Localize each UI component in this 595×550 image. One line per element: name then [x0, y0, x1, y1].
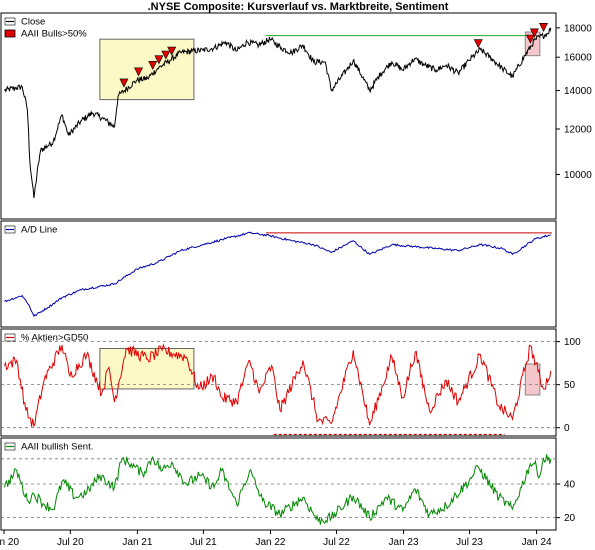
x-tick-label: Jan 24	[522, 537, 552, 548]
highlight-box	[99, 38, 195, 101]
y-tick-label: 10000	[564, 170, 592, 181]
signal-marker	[134, 67, 144, 77]
y-tick-label: 20	[564, 513, 576, 524]
legend-swatch	[4, 29, 16, 38]
y-tick-label: 12000	[564, 124, 592, 135]
panel-pct-above-ma50: 0 50 100 % Aktien>GD50	[0, 328, 581, 437]
legend-label: Close	[21, 17, 45, 28]
signal-marker	[119, 78, 129, 88]
y-tick-label: 18000	[564, 23, 592, 34]
series-line-price	[3, 27, 552, 199]
signal-marker	[161, 50, 171, 60]
panel-aaii-bullish: 20 40 AAII bullish Sent.	[0, 437, 576, 531]
signal-marker	[473, 39, 483, 49]
chart-title: .NYSE Composite: Kursverlauf vs. Marktbr…	[148, 1, 449, 13]
legend-item: A/D Line	[4, 225, 57, 236]
signal-marker	[167, 46, 177, 56]
signal-marker	[539, 23, 549, 33]
legend-item: Close	[4, 17, 45, 28]
y-tick-label: 100	[564, 337, 581, 348]
x-tick-label: Jan 20	[0, 537, 19, 548]
panel-frame	[0, 220, 557, 328]
series-line-aaii-bullish	[3, 454, 552, 525]
legend-item: AAII Bulls>50%	[4, 29, 87, 40]
series-line-ad-line	[4, 231, 551, 318]
x-tick-label: Jan 22	[255, 537, 285, 548]
x-tick-label: Jul 20	[57, 537, 84, 548]
y-tick-label: 40	[564, 480, 576, 491]
signal-marker	[525, 34, 535, 44]
legend-label: % Aktien>GD50	[21, 333, 88, 344]
legend-item: % Aktien>GD50	[4, 333, 88, 344]
x-tick-label: Jan 21	[122, 537, 152, 548]
signal-marker	[148, 61, 158, 70]
panel-ad-line: A/D Line	[0, 220, 557, 328]
y-tick-label: 14000	[564, 86, 592, 97]
y-tick-label: 0	[564, 423, 570, 434]
x-tick-label: Jan 23	[389, 537, 419, 548]
legend-label: AAII bullish Sent.	[21, 442, 93, 453]
panel-frame	[0, 328, 557, 437]
legend-label: AAII Bulls>50%	[21, 29, 87, 40]
series-line-pct-above-ma50	[3, 343, 552, 428]
x-tick-label: Jul 22	[323, 537, 350, 548]
signal-marker	[529, 28, 539, 38]
x-tick-label: Jul 21	[190, 537, 217, 548]
legend-label: A/D Line	[21, 225, 57, 236]
y-tick-label: 16000	[564, 53, 592, 64]
x-tick-label: Jul 23	[456, 537, 483, 548]
signal-marker	[154, 55, 164, 65]
highlight-box	[99, 347, 195, 390]
legend-item: AAII bullish Sent.	[4, 442, 93, 453]
y-tick-label: 50	[564, 380, 576, 391]
